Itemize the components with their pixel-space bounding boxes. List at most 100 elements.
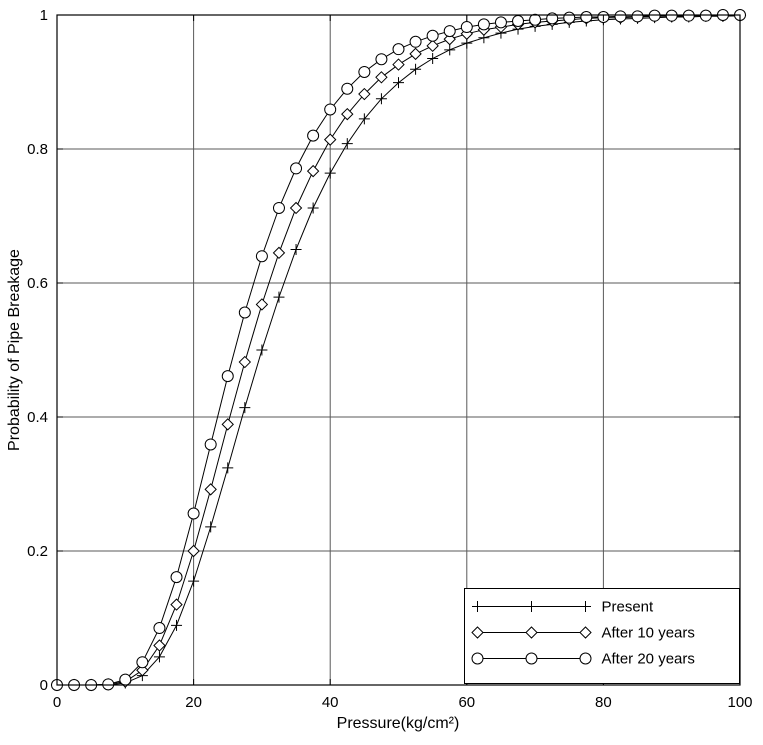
y-tick-label: 0.6	[27, 275, 48, 292]
legend-label: Present	[602, 599, 655, 616]
circle-marker	[272, 201, 285, 214]
diamond-marker	[341, 107, 354, 121]
circle-marker	[682, 9, 695, 22]
plus-marker	[526, 601, 537, 612]
plus-marker	[580, 601, 591, 612]
diamond-marker	[272, 246, 286, 260]
circle-marker	[290, 162, 303, 175]
circle-marker	[699, 9, 712, 22]
circle-marker	[614, 10, 627, 23]
series-after-20-years	[51, 9, 746, 691]
plus-marker	[290, 244, 302, 255]
circle-marker	[460, 21, 473, 34]
diamond-marker	[204, 483, 217, 496]
circle-marker	[153, 622, 166, 635]
circle-marker	[471, 652, 484, 665]
x-tick-label: 0	[53, 694, 61, 711]
circle-marker	[665, 9, 678, 22]
plus-marker	[153, 651, 165, 663]
y-tick-label: 0.2	[27, 543, 48, 560]
circle-marker	[392, 43, 405, 56]
y-tick-label: 0.8	[27, 141, 48, 158]
plus-marker	[393, 77, 404, 89]
circle-marker	[324, 103, 337, 116]
diamond-marker	[289, 201, 303, 215]
plus-marker	[341, 138, 353, 150]
plus-marker	[472, 601, 483, 612]
legend-item-after-10-years: After 10 years	[471, 625, 695, 642]
diamond-marker	[579, 626, 592, 639]
circle-marker	[529, 13, 542, 26]
legend: Present After 10 years After 20 years	[464, 588, 740, 684]
plot-area: 0 20 40 60 80 100 0 0.2 0.4 0.6 0.8 1 Present After 1…	[27, 7, 752, 711]
circle-marker	[341, 82, 354, 95]
diamond-marker	[375, 71, 388, 84]
plus-marker	[239, 402, 251, 414]
legend-box	[464, 588, 740, 684]
circle-marker	[136, 656, 149, 669]
plus-marker	[358, 113, 370, 125]
circle-marker	[187, 507, 200, 520]
plus-marker	[171, 619, 183, 631]
circle-marker	[579, 652, 592, 665]
plus-marker	[273, 291, 285, 303]
circle-marker	[170, 571, 183, 584]
plot-border	[56, 14, 741, 686]
diamond-marker	[306, 164, 320, 178]
plus-marker	[375, 93, 387, 105]
diamond-marker	[323, 133, 337, 146]
circle-marker	[525, 652, 538, 665]
diamond-marker	[392, 58, 405, 71]
x-tick-label: 40	[322, 694, 339, 711]
diamond-marker	[471, 626, 484, 639]
plus-marker	[444, 44, 456, 56]
diamond-marker	[409, 47, 422, 61]
y-tick-label: 0	[40, 677, 48, 694]
circle-marker	[648, 9, 661, 22]
plus-marker	[427, 53, 439, 65]
circle-marker	[631, 10, 644, 23]
diamond-marker	[358, 87, 371, 101]
x-axis-label: Pressure(kg/cm²)	[337, 715, 460, 732]
diamond-marker	[221, 418, 234, 431]
series-line-present	[57, 15, 741, 686]
circle-marker	[375, 53, 388, 66]
plus-marker	[205, 521, 217, 533]
circle-marker	[494, 16, 507, 29]
tick-labels: 0 20 40 60 80 100 0 0.2 0.4 0.6 0.8 1	[27, 7, 752, 711]
plus-marker	[307, 202, 319, 214]
x-tick-label: 20	[185, 694, 202, 711]
legend-label: After 10 years	[602, 625, 695, 642]
diamond-marker	[153, 639, 166, 652]
circle-marker	[255, 250, 268, 263]
x-tick-label: 80	[595, 694, 612, 711]
plus-marker	[410, 63, 422, 75]
plus-marker	[222, 462, 234, 474]
circle-marker	[204, 438, 217, 451]
diamond-marker	[238, 355, 252, 369]
legend-item-present: Present	[472, 599, 654, 616]
circle-marker	[512, 15, 525, 28]
diamond-marker	[170, 598, 183, 611]
axes	[56, 14, 741, 686]
diamond-marker	[255, 298, 269, 311]
circle-marker	[221, 370, 234, 383]
y-axis-label: Probability of Pipe Breakage	[6, 249, 23, 451]
circle-marker	[580, 11, 593, 24]
x-tick-label: 60	[458, 694, 475, 711]
circle-marker	[426, 29, 439, 42]
diamond-marker	[525, 626, 538, 639]
circle-marker	[238, 306, 251, 319]
circle-marker	[563, 11, 576, 24]
gridlines	[57, 15, 740, 685]
legend-label: After 20 years	[602, 651, 695, 668]
circle-marker	[477, 18, 490, 31]
legend-item-after-20-years: After 20 years	[471, 651, 695, 668]
circle-marker	[409, 35, 422, 48]
circle-marker	[119, 673, 132, 686]
diamond-marker	[187, 544, 200, 558]
circle-marker	[358, 65, 371, 78]
circle-marker	[307, 129, 320, 142]
